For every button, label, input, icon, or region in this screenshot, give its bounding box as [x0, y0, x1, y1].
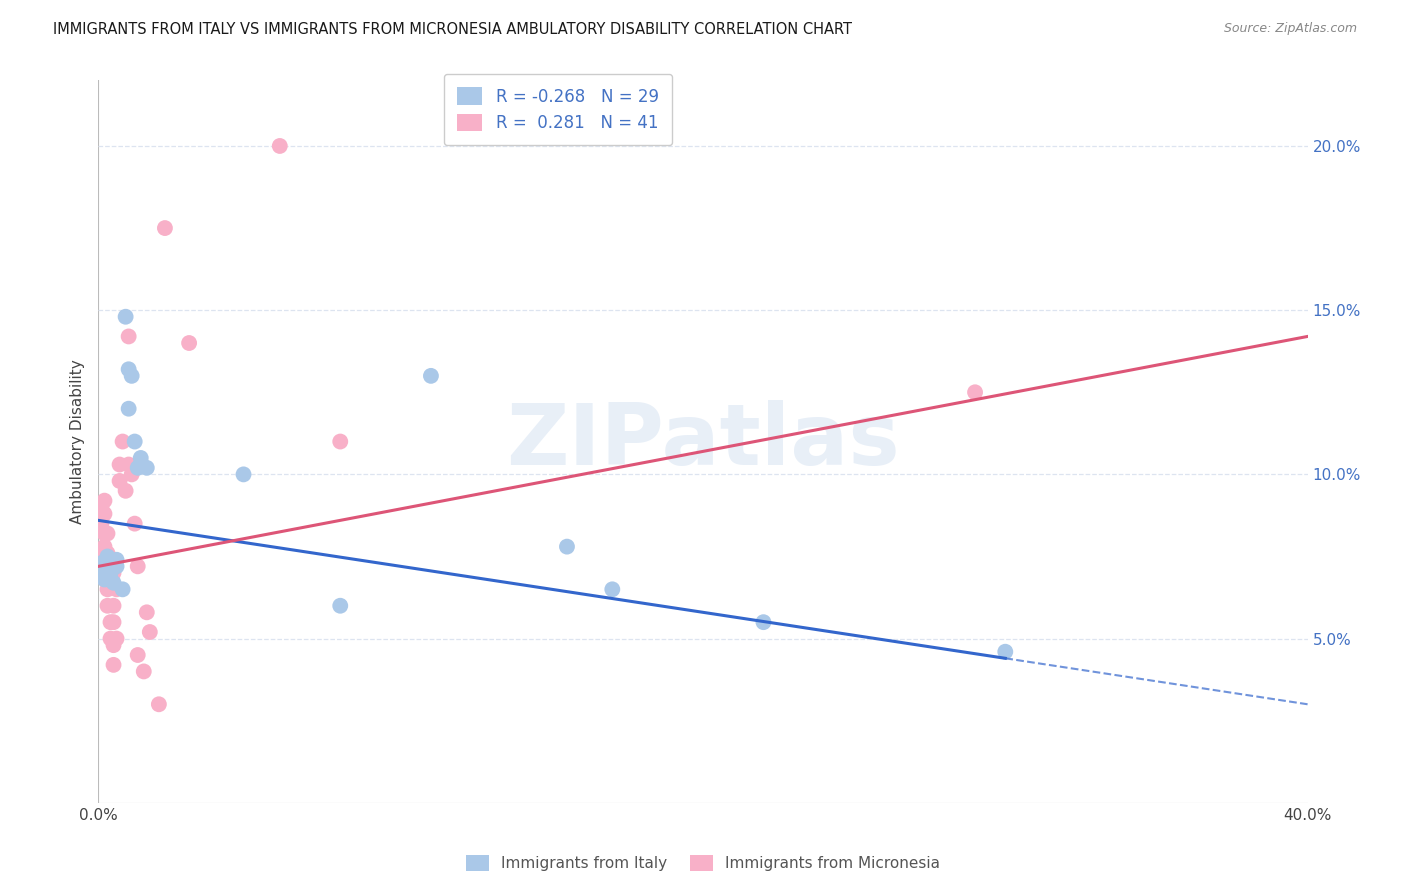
- Point: [93, 559, 115, 574]
- Point: [111, 434, 134, 449]
- Point: [329, 434, 352, 449]
- Text: Source: ZipAtlas.com: Source: ZipAtlas.com: [1223, 22, 1357, 36]
- Point: [111, 582, 134, 597]
- Point: [93, 493, 115, 508]
- Point: [121, 368, 143, 383]
- Point: [127, 648, 149, 662]
- Point: [105, 553, 128, 567]
- Point: [132, 665, 155, 679]
- Point: [118, 362, 141, 376]
- Point: [127, 460, 149, 475]
- Point: [135, 605, 157, 619]
- Point: [96, 582, 118, 597]
- Point: [127, 559, 149, 574]
- Point: [135, 460, 157, 475]
- Point: [118, 458, 141, 472]
- Point: [124, 434, 146, 449]
- Point: [602, 582, 624, 597]
- Point: [103, 599, 125, 613]
- Point: [118, 329, 141, 343]
- Point: [752, 615, 775, 630]
- Point: [232, 467, 254, 482]
- Point: [93, 507, 115, 521]
- Point: [100, 632, 122, 646]
- Point: [100, 615, 122, 630]
- Point: [114, 310, 136, 324]
- Point: [96, 549, 118, 564]
- Point: [90, 566, 112, 580]
- Point: [96, 546, 118, 560]
- Point: [269, 139, 291, 153]
- Point: [105, 632, 128, 646]
- Point: [100, 573, 122, 587]
- Point: [108, 474, 131, 488]
- Point: [90, 549, 112, 564]
- Point: [139, 625, 162, 640]
- Point: [100, 573, 122, 587]
- Point: [93, 526, 115, 541]
- Point: [96, 599, 118, 613]
- Point: [93, 573, 115, 587]
- Point: [129, 450, 152, 465]
- Point: [90, 500, 112, 515]
- Text: IMMIGRANTS FROM ITALY VS IMMIGRANTS FROM MICRONESIA AMBULATORY DISABILITY CORREL: IMMIGRANTS FROM ITALY VS IMMIGRANTS FROM…: [53, 22, 852, 37]
- Point: [179, 336, 201, 351]
- Point: [103, 556, 125, 570]
- Point: [100, 553, 122, 567]
- Point: [90, 556, 112, 570]
- Text: ZIPatlas: ZIPatlas: [506, 400, 900, 483]
- Point: [124, 516, 146, 531]
- Point: [114, 483, 136, 498]
- Point: [96, 526, 118, 541]
- Point: [90, 516, 112, 531]
- Point: [105, 559, 128, 574]
- Point: [105, 582, 128, 597]
- Point: [100, 559, 122, 574]
- Point: [103, 575, 125, 590]
- Point: [965, 385, 987, 400]
- Legend: R = -0.268   N = 29, R =  0.281   N = 41: R = -0.268 N = 29, R = 0.281 N = 41: [444, 74, 672, 145]
- Point: [994, 645, 1017, 659]
- Point: [420, 368, 443, 383]
- Point: [103, 638, 125, 652]
- Point: [121, 467, 143, 482]
- Point: [100, 566, 122, 580]
- Point: [93, 540, 115, 554]
- Point: [103, 566, 125, 580]
- Legend: Immigrants from Italy, Immigrants from Micronesia: Immigrants from Italy, Immigrants from M…: [460, 849, 946, 877]
- Y-axis label: Ambulatory Disability: Ambulatory Disability: [69, 359, 84, 524]
- Point: [329, 599, 352, 613]
- Point: [118, 401, 141, 416]
- Point: [103, 657, 125, 672]
- Point: [108, 458, 131, 472]
- Point: [555, 540, 578, 554]
- Point: [96, 563, 118, 577]
- Point: [153, 221, 176, 235]
- Point: [103, 615, 125, 630]
- Point: [148, 698, 170, 712]
